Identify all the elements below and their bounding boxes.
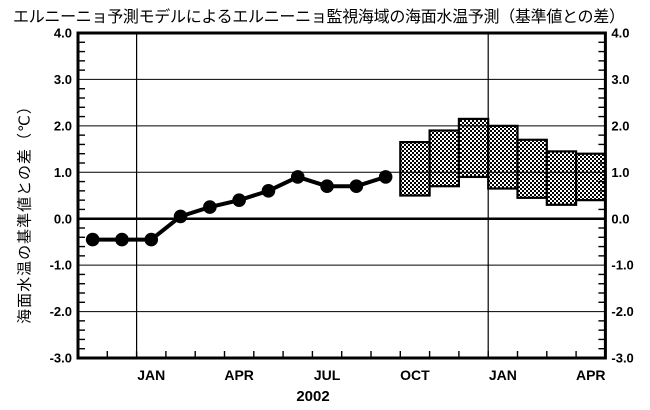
x-month-label: OCT	[400, 367, 430, 383]
observed-point	[378, 170, 393, 184]
plot-frame	[76, 31, 607, 360]
y-tick-label-right: -2.0	[611, 304, 633, 319]
y-tick-label-right: -3.0	[611, 351, 633, 366]
x-month-label: JUL	[314, 367, 341, 383]
forecast-bar	[399, 141, 431, 197]
x-month-label: APR	[224, 367, 254, 383]
chart-title: エルニーニョ予測モデルによるエルニーニョ監視海域の海面水温予測（基準値との差）	[13, 9, 625, 26]
y-tick-label-left: -3.0	[50, 351, 72, 366]
x-month-label: APR	[576, 367, 606, 383]
y-tick-label-right: 3.0	[611, 72, 629, 87]
y-tick-label-left: 4.0	[54, 26, 72, 41]
observed-point	[320, 179, 334, 194]
x-axis-year-label: 2002	[296, 388, 330, 405]
y-tick-label-right: 1.0	[611, 165, 629, 180]
observed-point	[261, 184, 276, 198]
y-tick-label-right: 0.0	[611, 211, 629, 226]
observed-point	[173, 209, 188, 224]
x-month-label: JAN	[137, 367, 165, 383]
y-tick-label-left: 3.0	[54, 72, 72, 87]
forecast-bar	[574, 152, 607, 202]
y-tick-label-left: 2.0	[54, 118, 72, 133]
observed-point	[144, 232, 159, 247]
y-tick-label-left: -1.0	[50, 258, 72, 273]
observed-point	[232, 193, 246, 207]
forecast-bar	[516, 138, 548, 199]
forecast-bar	[487, 124, 519, 190]
forecast-bar	[428, 129, 461, 188]
y-tick-label-right: 2.0	[611, 118, 629, 133]
observed-point	[349, 179, 364, 194]
y-tick-label-left: -2.0	[50, 304, 72, 319]
observed-point	[203, 200, 217, 214]
observed-point	[85, 232, 100, 247]
forecast-bar	[457, 117, 490, 179]
observed-point	[290, 170, 305, 184]
y-tick-label-left: 0.0	[54, 211, 72, 226]
forecast-bar	[545, 150, 578, 206]
x-month-label: JAN	[489, 367, 517, 383]
y-tick-label-right: -1.0	[611, 258, 633, 273]
observed-point	[115, 232, 129, 247]
y-tick-label-right: 4.0	[611, 26, 629, 41]
y-tick-label-left: 1.0	[54, 165, 72, 180]
